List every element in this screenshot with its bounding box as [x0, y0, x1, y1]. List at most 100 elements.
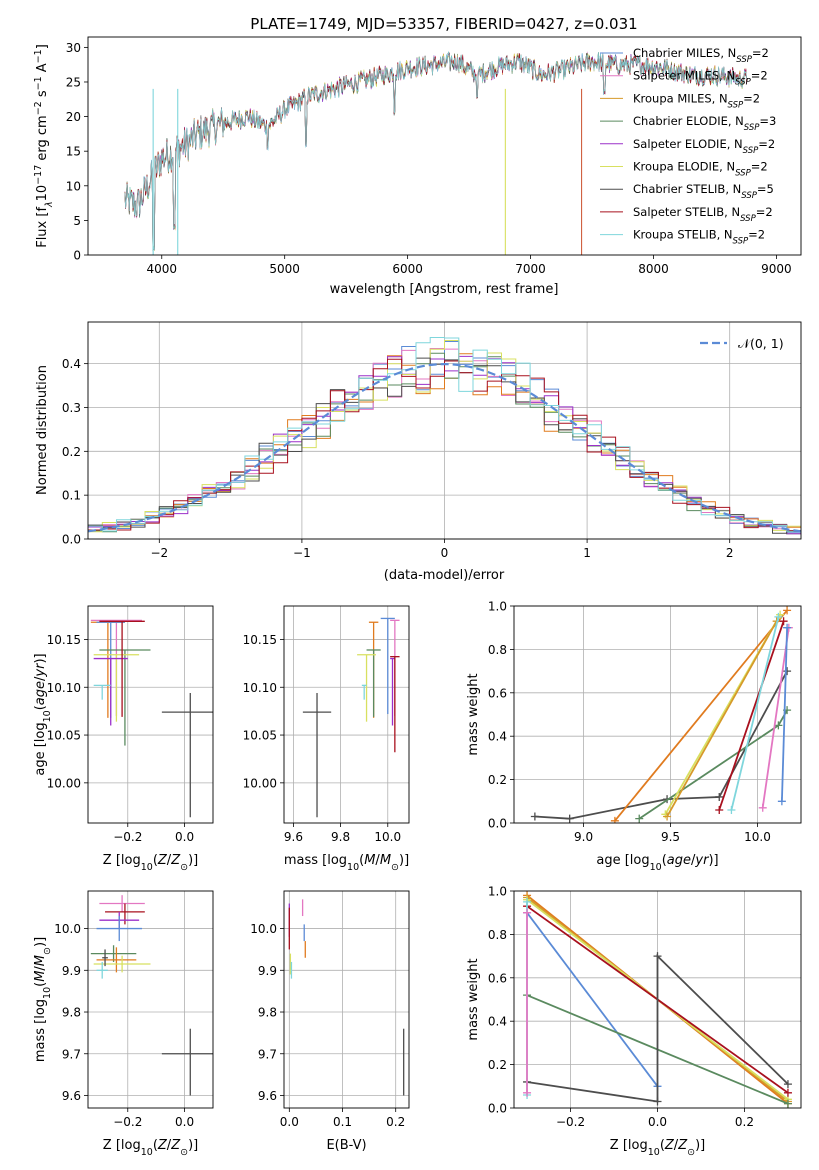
y-tick-label: 10.05 — [47, 729, 81, 743]
error-point — [302, 692, 332, 818]
legend-entry: Kroupa MILES, NSSP=2 — [633, 91, 760, 110]
error-point — [96, 916, 142, 942]
weight-marker — [523, 1088, 532, 1097]
x-tick-label: 5000 — [269, 262, 300, 276]
x-tick-label: 0.2 — [735, 1115, 754, 1129]
y-tick-label: 10.0 — [250, 922, 277, 936]
histogram-step-8 — [88, 337, 801, 532]
legend-entry: Chabrier STELIB, NSSP=5 — [633, 182, 774, 201]
y-tick-label: 0.0 — [62, 533, 81, 547]
legend-entry: Chabrier ELODIE, NSSP=3 — [633, 114, 776, 133]
x-tick-label: 1 — [583, 546, 591, 560]
y-tick-label: 0 — [73, 249, 81, 263]
weight-line-7 — [761, 627, 790, 808]
weight-marker — [715, 805, 724, 814]
weight-marker — [523, 908, 532, 917]
panel-mass-vs-ebv: 0.0 0.1 0.2 9.6 9.7 9.8 9.9 10.0 E(B-V) — [250, 890, 410, 1153]
weight-marker — [779, 617, 788, 626]
x-axis-label: Z [log10(Z/Z⊙)] — [103, 853, 198, 873]
y-tick-label: 0.1 — [62, 489, 81, 503]
legend-entry: Kroupa ELODIE, NSSP=2 — [633, 160, 768, 179]
x-tick-label: 0.0 — [175, 830, 194, 844]
weight-marker — [715, 792, 724, 801]
y-tick-label: 10.00 — [243, 776, 277, 790]
error-point — [361, 684, 367, 700]
weight-marker — [530, 812, 539, 821]
x-tick-label: 0.0 — [648, 1115, 667, 1129]
y-tick-label: 0.8 — [488, 928, 507, 942]
y-tick-label: 10.05 — [243, 729, 277, 743]
y-tick-label: 9.8 — [62, 1006, 81, 1020]
weight-marker — [758, 803, 767, 812]
axes-frame — [87, 321, 802, 540]
y-tick-label: 0.2 — [488, 1058, 507, 1072]
y-tick-label: 10.10 — [243, 681, 277, 695]
error-point — [96, 947, 137, 973]
y-axis-label: Flux [fλ10−17 erg cm−2 s−1 A−1] — [33, 44, 55, 248]
error-point — [99, 620, 145, 717]
y-axis-label: mass [log10(M/M⊙)] — [33, 937, 53, 1062]
x-tick-label: 9000 — [761, 262, 792, 276]
y-tick-label: 10.0 — [54, 922, 81, 936]
error-point — [105, 903, 145, 925]
error-point — [93, 684, 111, 700]
x-tick-label: −0.2 — [113, 830, 142, 844]
weight-marker — [727, 805, 736, 814]
y-tick-label: 0.2 — [488, 773, 507, 787]
weight-marker — [783, 667, 792, 676]
weight-marker — [565, 814, 574, 823]
weight-line-1 — [614, 609, 788, 822]
y-axis-label-part: ] — [35, 44, 50, 49]
x-tick-label: 0.2 — [386, 1115, 405, 1129]
weight-marker — [653, 952, 662, 961]
y-tick-label: 10 — [66, 179, 81, 193]
panel-weight-vs-z: −0.2 0.0 0.2 0.0 0.2 0.4 0.6 0.8 1.0 Z [log10(Z/Z… — [466, 885, 802, 1158]
x-axis-label: (data-model)/error — [384, 568, 505, 583]
error-point — [99, 649, 151, 746]
y-axis-label-part: −1 — [33, 49, 44, 63]
y-tick-label: 0.4 — [488, 1015, 507, 1029]
y-tick-label: 1.0 — [488, 885, 507, 899]
weight-marker — [783, 606, 792, 615]
error-point — [96, 961, 108, 979]
x-tick-label: 9.6 — [284, 830, 303, 844]
weight-line-8 — [781, 627, 788, 802]
error-point — [161, 1028, 213, 1096]
weight-marker — [783, 1080, 792, 1089]
x-tick-label: 8000 — [638, 262, 669, 276]
axes-frame — [513, 890, 802, 1109]
y-axis-label-part: Flux [f — [35, 207, 50, 248]
y-tick-label: 0.0 — [488, 817, 507, 831]
y-tick-label: 0.8 — [488, 643, 507, 657]
plot-area-spectrum — [124, 50, 748, 255]
y-tick-label: 9.9 — [258, 964, 277, 978]
weight-marker — [783, 1099, 792, 1108]
legend-entry: Kroupa STELIB, NSSP=2 — [633, 228, 765, 247]
weight-marker — [783, 1088, 792, 1097]
panel-age-vs-z: −0.2 0.0 10.00 10.05 10.10 10.15 Z [log10(Z/Z⊙… — [33, 605, 214, 873]
weight-marker — [523, 897, 532, 906]
weight-marker — [777, 797, 786, 806]
panel-spectrum: 4000 5000 6000 7000 8000 9000 0 5 10 15 20 25 30 wave… — [33, 36, 802, 297]
y-axis-label-part: −2 — [33, 101, 44, 115]
weight-marker — [610, 816, 619, 823]
plot-area-age-vs-z — [90, 619, 213, 818]
y-tick-label: 20 — [66, 110, 81, 124]
axes-frame — [513, 605, 802, 824]
error-point — [99, 895, 145, 912]
x-tick-label: 0 — [441, 546, 449, 560]
y-tick-label: 30 — [66, 41, 81, 55]
y-tick-label: 15 — [66, 145, 81, 159]
x-tick-label: 10.0 — [374, 830, 401, 844]
y-axis-label-part: −1 — [33, 76, 44, 90]
error-point — [102, 949, 108, 967]
spectrum-line-8 — [124, 50, 748, 251]
error-point — [366, 649, 381, 717]
figure-title: PLATE=1749, MJD=53357, FIBERID=0427, z=0… — [250, 15, 637, 33]
weight-line-4 — [666, 620, 778, 817]
y-tick-label: 5 — [73, 214, 81, 228]
x-tick-label: 9.8 — [331, 830, 350, 844]
error-point — [390, 657, 395, 726]
plot-area-mass-vs-ebv — [288, 899, 405, 1096]
histogram-step-2 — [88, 353, 801, 528]
